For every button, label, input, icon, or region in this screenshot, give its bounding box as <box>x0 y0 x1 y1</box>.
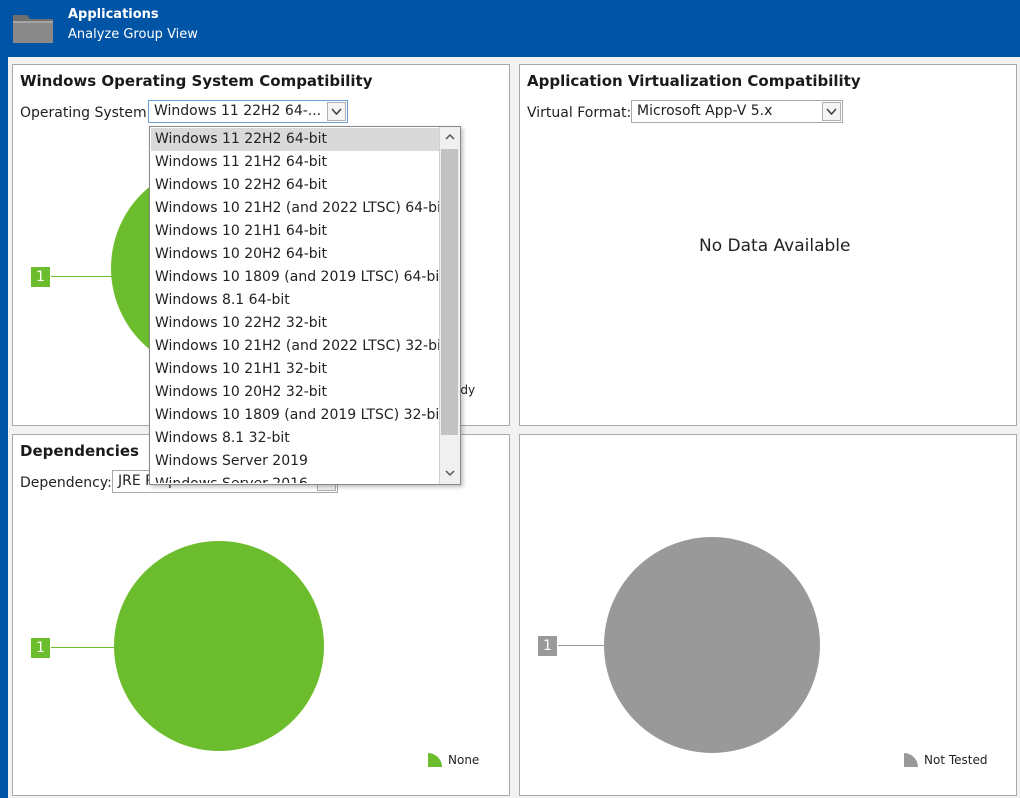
os-option[interactable]: Windows 10 21H2 (and 2022 LTSC) 64-bit <box>155 200 440 216</box>
not-tested-pie-chart <box>604 537 820 753</box>
virtual-format-label: Virtual Format: <box>527 105 632 121</box>
page-title: Applications <box>68 7 159 22</box>
os-option[interactable]: Windows 10 21H1 64-bit <box>155 223 328 239</box>
os-pie-leader <box>51 276 113 277</box>
header-bar: Applications Analyze Group View <box>0 0 1020 57</box>
dependency-pie-chart <box>114 541 324 751</box>
scroll-down-icon[interactable] <box>445 469 455 477</box>
no-data-message: No Data Available <box>699 236 851 256</box>
dependencies-panel: Dependencies Dependency: JRE Required Ve… <box>12 434 510 796</box>
os-option[interactable]: Windows 10 1809 (and 2019 LTSC) 32-bit <box>155 407 440 423</box>
not-tested-count-badge: 1 <box>538 636 557 656</box>
os-dropdown-list[interactable]: Windows 11 22H2 64-bit Windows 11 21H2 6… <box>149 126 461 485</box>
folder-icon <box>13 15 53 43</box>
chevron-down-icon[interactable] <box>822 102 841 121</box>
legend-none: None <box>428 753 479 767</box>
legend-swatch-icon <box>428 753 442 767</box>
os-option[interactable]: Windows 10 20H2 64-bit <box>155 246 328 262</box>
os-option[interactable]: Windows 8.1 64-bit <box>155 292 290 308</box>
os-count-badge: 1 <box>31 267 50 287</box>
os-option[interactable]: Windows 8.1 32-bit <box>155 430 290 446</box>
os-select-value: Windows 11 22H2 64-... <box>154 103 322 119</box>
os-option[interactable]: Windows Server 2019 <box>155 453 308 469</box>
os-option[interactable]: Windows Server 2016 <box>151 473 440 483</box>
virtual-format-value: Microsoft App-V 5.x <box>637 103 773 119</box>
virtual-format-select[interactable]: Microsoft App-V 5.x <box>631 100 843 123</box>
virtualization-panel: Application Virtualization Compatibility… <box>519 64 1017 426</box>
os-option[interactable]: Windows 10 1809 (and 2019 LTSC) 64-bit <box>155 269 440 285</box>
os-option[interactable]: Windows 10 20H2 32-bit <box>155 384 328 400</box>
chevron-down-icon[interactable] <box>327 102 346 121</box>
content-area: Windows Operating System Compatibility O… <box>8 57 1020 798</box>
os-option[interactable]: Windows 10 21H2 (and 2022 LTSC) 32-bit <box>155 338 440 354</box>
scrollbar-thumb[interactable] <box>441 149 458 435</box>
legend-swatch-icon <box>904 753 918 767</box>
legend-not-tested: Not Tested <box>904 753 987 767</box>
page-subtitle: Analyze Group View <box>68 27 198 42</box>
not-tested-pie-leader <box>558 645 606 646</box>
dropdown-scrollbar[interactable] <box>439 127 460 484</box>
panel-title: Application Virtualization Compatibility <box>527 72 861 90</box>
os-option[interactable]: Windows 10 21H1 32-bit <box>155 361 328 377</box>
not-tested-panel: 1 Not Tested <box>519 434 1017 796</box>
legend-label: None <box>448 753 480 767</box>
os-option[interactable]: Windows 10 22H2 64-bit <box>155 177 328 193</box>
panel-title: Dependencies <box>20 442 139 460</box>
legend-label: Not Tested <box>924 753 988 767</box>
os-option[interactable]: Windows 11 22H2 64-bit <box>151 128 440 151</box>
panel-title: Windows Operating System Compatibility <box>20 72 373 90</box>
dependency-count-badge: 1 <box>31 638 50 658</box>
dependency-pie-leader <box>51 647 116 648</box>
os-label: Operating System: <box>20 105 152 121</box>
os-select[interactable]: Windows 11 22H2 64-... <box>148 100 348 123</box>
os-option[interactable]: Windows 11 21H2 64-bit <box>155 154 328 170</box>
os-options-list: Windows 11 22H2 64-bit Windows 11 21H2 6… <box>151 128 440 483</box>
scroll-up-icon[interactable] <box>445 133 455 141</box>
os-option[interactable]: Windows 10 22H2 32-bit <box>155 315 328 331</box>
dependency-label: Dependency: <box>20 475 112 491</box>
